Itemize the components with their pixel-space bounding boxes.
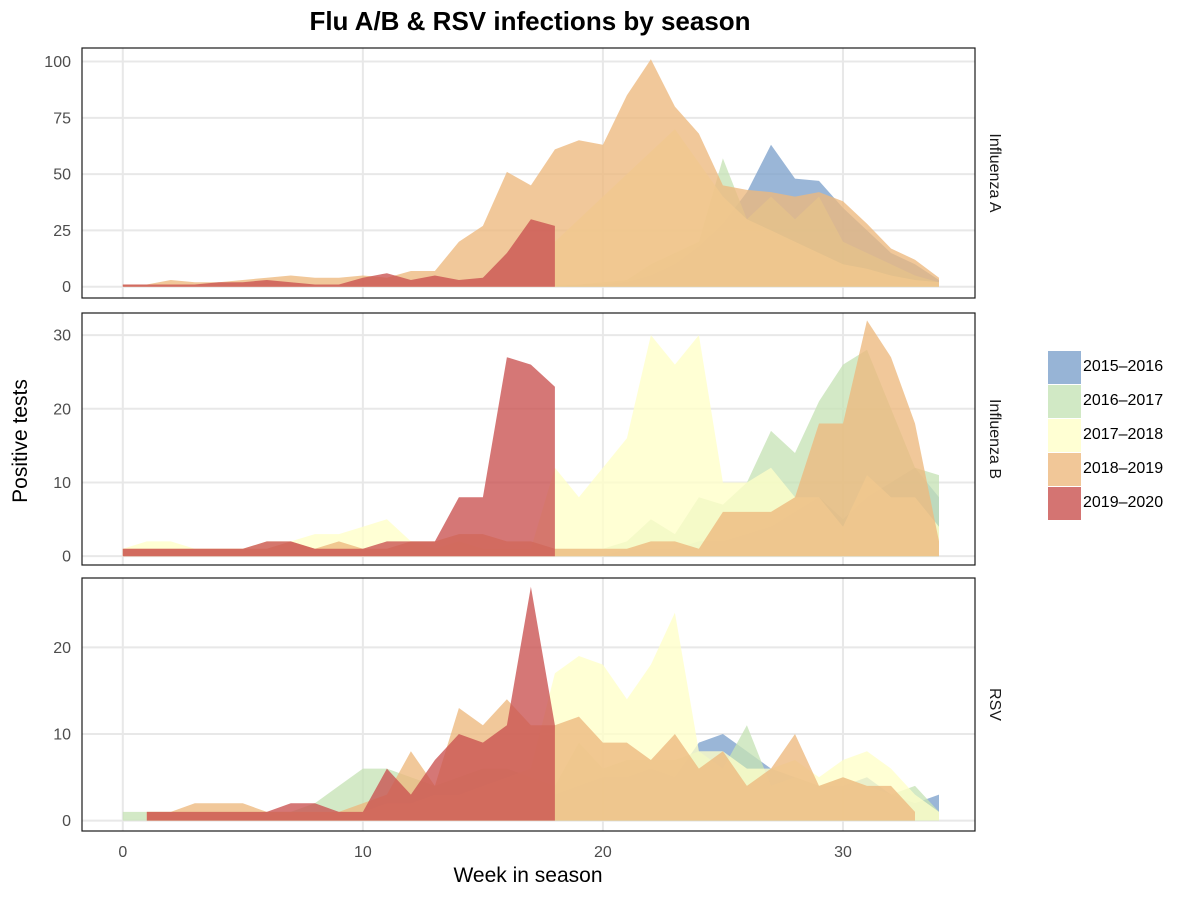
area-rsv-2019-2020 (146, 586, 555, 821)
panel-border (81, 577, 976, 832)
x-axis-label: Week in season (453, 864, 603, 887)
area-influenza-a-2019-2020 (122, 219, 555, 287)
facet-label-rsv: RSV (986, 688, 1003, 721)
y-tick-label: 0 (62, 813, 71, 830)
y-tick-label: 25 (53, 223, 71, 240)
panel-influenza-b: 0 10 20 30 Influenza B (53, 312, 1003, 566)
panel-influenza-a: 0 25 50 75 100 Influenza A (44, 47, 1003, 299)
y-tick-label: 100 (44, 54, 71, 71)
y-tick-label: 10 (53, 475, 71, 492)
x-tick-label: 0 (118, 844, 127, 861)
legend: 2015–2016 2016–2017 2017–2018 2018–2019 2019… (1048, 350, 1163, 520)
legend-swatch (1048, 418, 1081, 452)
legend-label: 2015–2016 (1083, 358, 1164, 375)
legend-item-2015-2016: 2015–2016 (1048, 350, 1163, 384)
panel-border (81, 312, 976, 566)
legend-item-2018-2019: 2018–2019 (1048, 452, 1163, 486)
y-tick-label: 75 (53, 110, 71, 127)
legend-swatch (1048, 384, 1081, 418)
area-influenza-a-2018-2019 (122, 59, 940, 287)
area-influenza-b-2019-2020 (122, 357, 555, 557)
legend-label: 2017–2018 (1083, 426, 1164, 443)
panel-rsv: 0 10 20 RSV (53, 577, 1003, 832)
x-tick-label: 10 (354, 844, 372, 861)
facet-label-influenza-a: Influenza A (986, 133, 1003, 213)
legend-swatch (1048, 486, 1081, 520)
legend-label: 2019–2020 (1083, 494, 1164, 511)
facet-label-influenza-b: Influenza B (986, 399, 1003, 479)
chart-title: Flu A/B & RSV infections by season (309, 6, 751, 36)
area-rsv-2017-2018 (146, 612, 940, 821)
legend-swatch (1048, 350, 1081, 384)
y-tick-label: 0 (62, 549, 71, 566)
y-tick-label: 0 (62, 279, 71, 296)
y-tick-label: 20 (53, 640, 71, 657)
legend-label: 2018–2019 (1083, 460, 1164, 477)
legend-item-2016-2017: 2016–2017 (1048, 384, 1163, 418)
y-tick-label: 20 (53, 401, 71, 418)
legend-label: 2016–2017 (1083, 392, 1164, 409)
legend-swatch (1048, 452, 1081, 486)
area-influenza-b-2017-2018 (122, 335, 940, 557)
y-tick-label: 50 (53, 167, 71, 184)
legend-item-2019-2020: 2019–2020 (1048, 486, 1163, 520)
x-tick-label: 20 (594, 844, 612, 861)
panel-border (81, 47, 976, 299)
x-tick-label: 30 (834, 844, 852, 861)
y-tick-label: 10 (53, 726, 71, 743)
y-tick-label: 30 (53, 328, 71, 345)
legend-item-2017-2018: 2017–2018 (1048, 418, 1163, 452)
area-influenza-b-2018-2019 (122, 320, 940, 557)
